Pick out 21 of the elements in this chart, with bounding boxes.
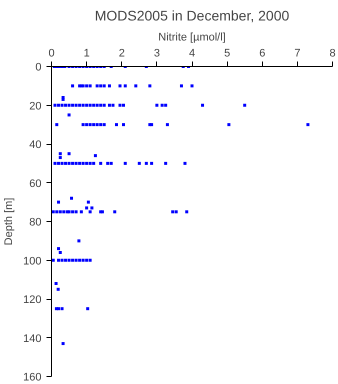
y-tick-label: 0 xyxy=(35,62,42,74)
x-tick-label: 3 xyxy=(154,48,160,60)
y-tick-label: 60 xyxy=(29,178,42,190)
y-tick-label: 20 xyxy=(29,100,42,112)
y-tick-label: 80 xyxy=(29,216,42,228)
x-tick-label: 8 xyxy=(329,48,336,60)
y-tick-label: 120 xyxy=(23,294,42,306)
y-tick-label: 40 xyxy=(29,139,42,151)
y-tick-label: 100 xyxy=(23,255,42,268)
x-tick-label: 4 xyxy=(188,48,196,60)
x-tick-label: 2 xyxy=(118,48,125,60)
y-axis-title: Depth [m] xyxy=(3,198,16,246)
x-axis-title: Nitrite [µmol/l] xyxy=(158,32,226,44)
x-tick-label: 1 xyxy=(84,48,90,60)
x-tick-label: 6 xyxy=(259,48,266,60)
y-tick-label: 140 xyxy=(23,332,42,345)
x-tick-label: 0 xyxy=(48,48,55,60)
x-tick-label: 7 xyxy=(294,48,300,60)
y-tick-label: 160 xyxy=(23,372,42,384)
x-tick-label: 5 xyxy=(224,48,230,60)
chart-title: MODS2005 in December, 2000 xyxy=(94,8,290,24)
